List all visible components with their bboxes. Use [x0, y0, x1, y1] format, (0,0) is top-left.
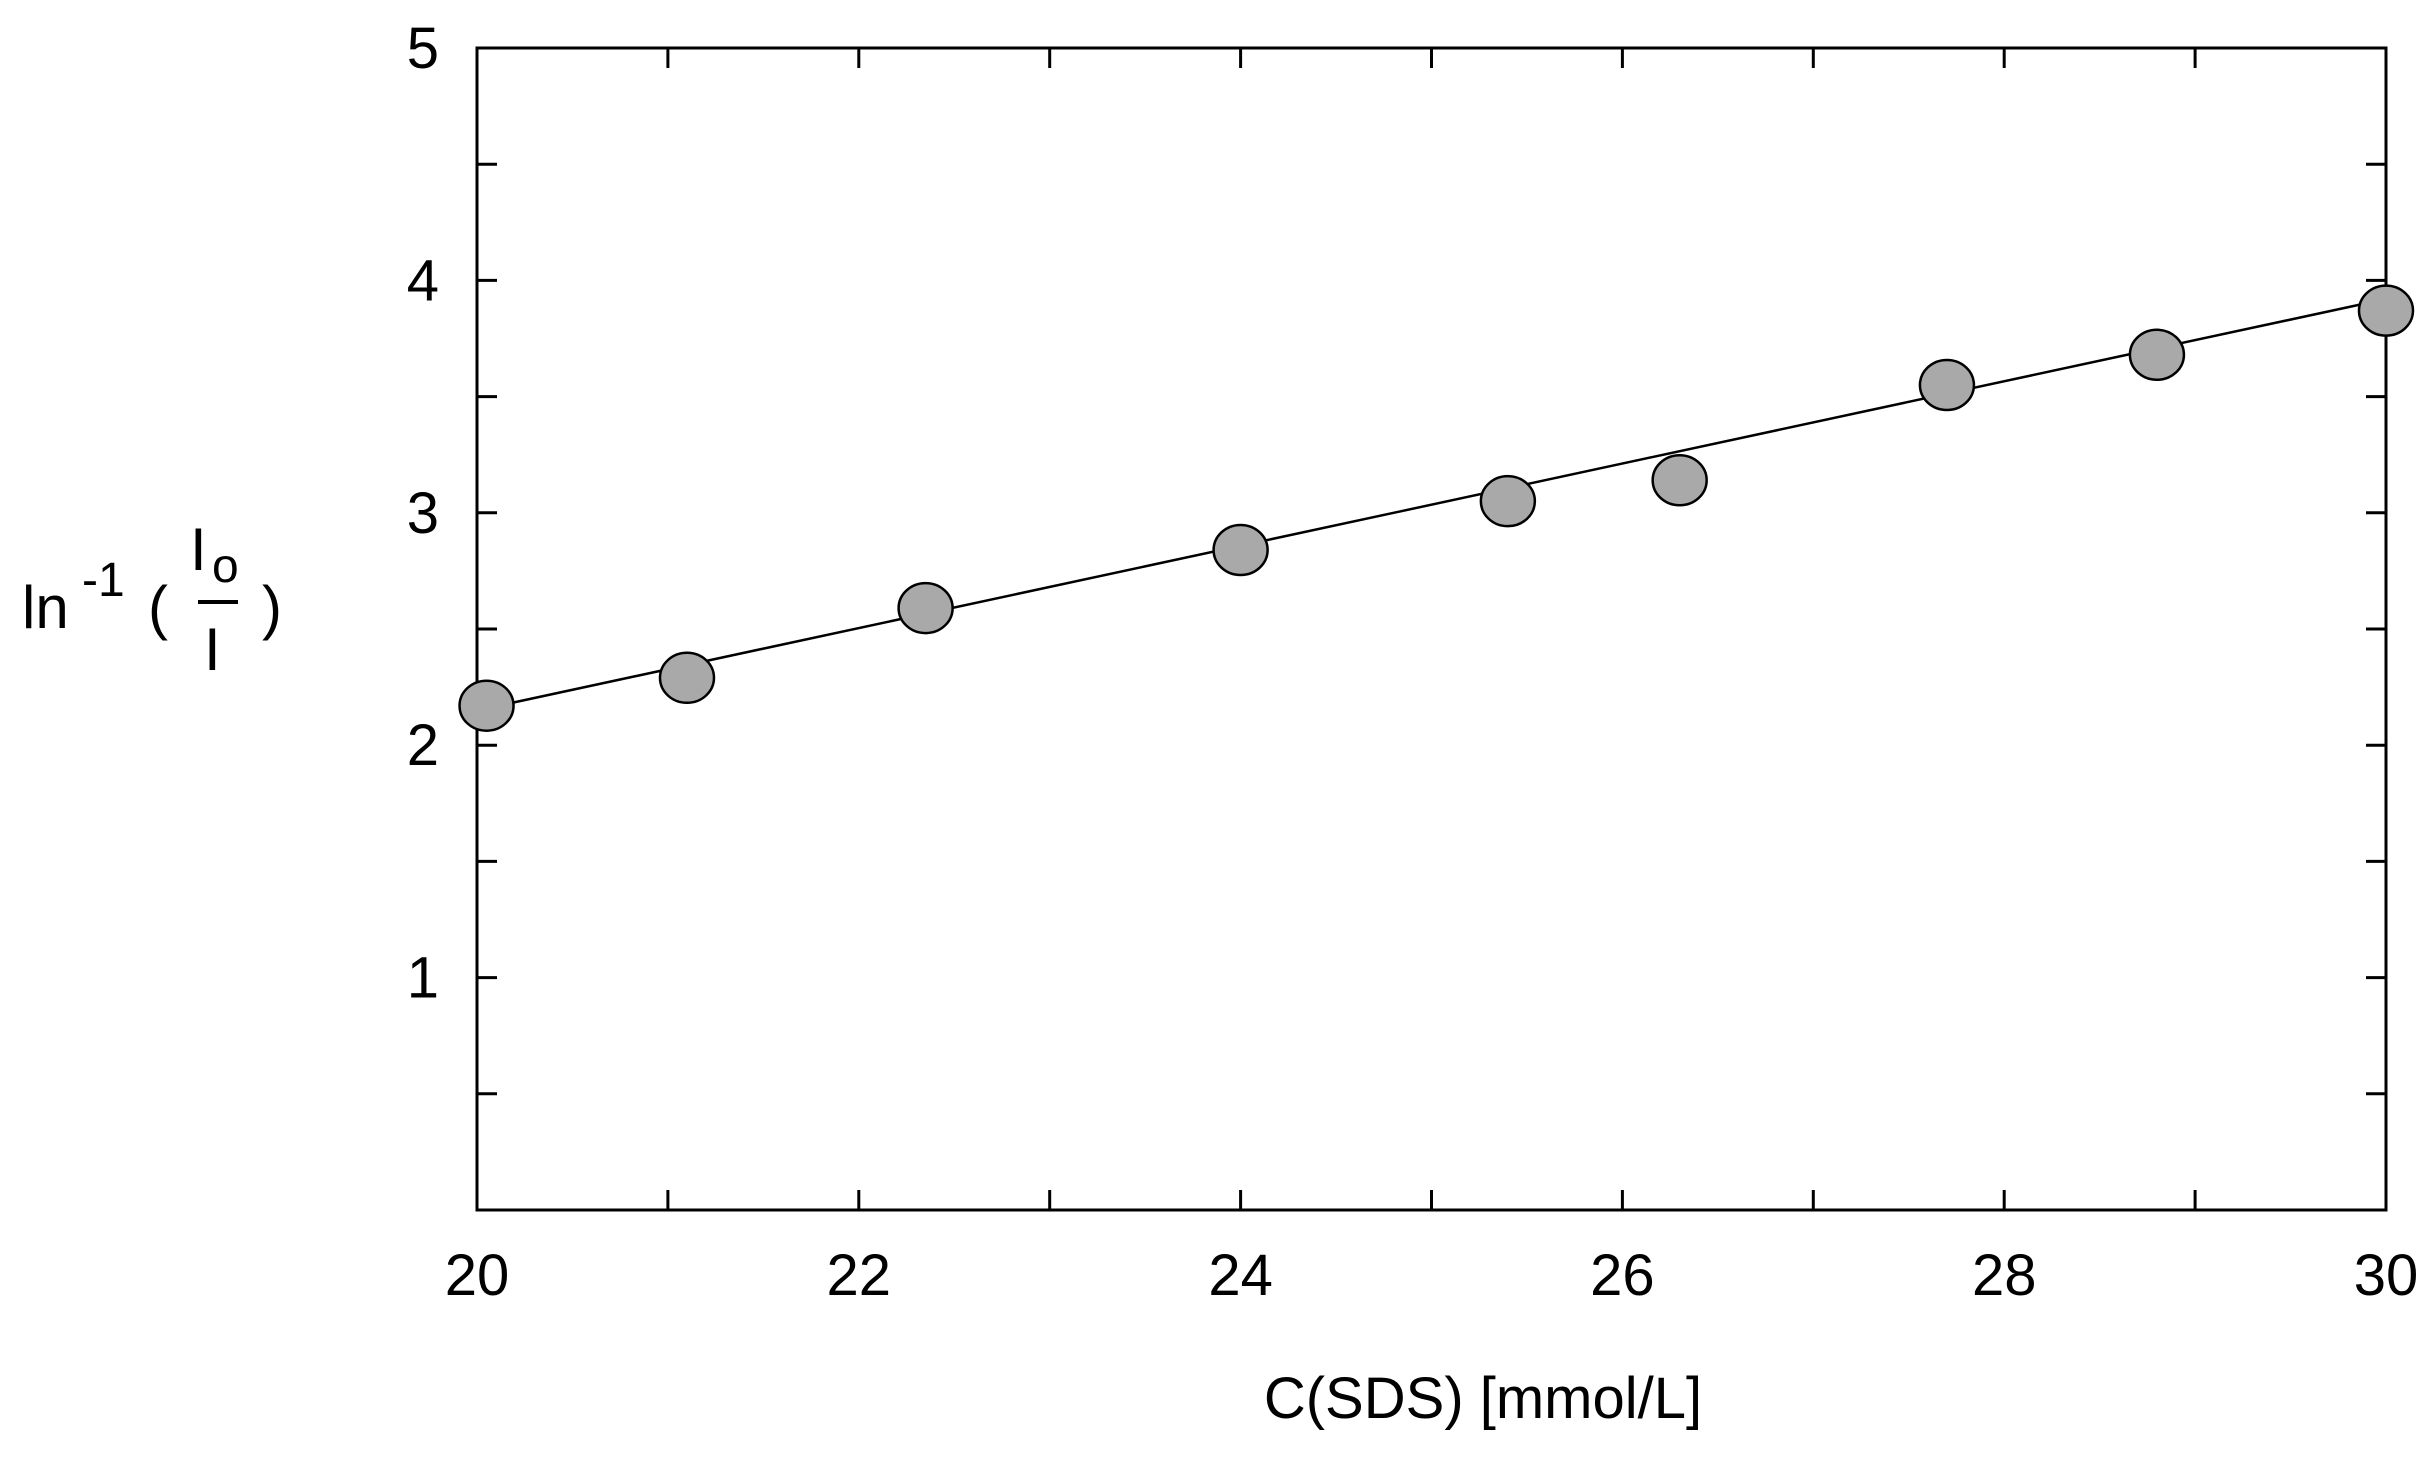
axis-ticks: [475, 46, 2388, 1210]
y-tick-label: 2: [407, 713, 439, 778]
data-point: [458, 679, 515, 732]
data-point: [2128, 328, 2186, 382]
fit-line: [476, 297, 2387, 712]
data-point: [1212, 523, 1269, 577]
fit-line-group: [476, 297, 2387, 712]
x-tick-label: 28: [1972, 1243, 2037, 1308]
y-axis-title-close-paren: ): [262, 574, 282, 641]
y-axis-title-open-paren: (: [148, 574, 168, 641]
x-tick-label: 22: [827, 1243, 892, 1308]
x-tick-label: 26: [1590, 1243, 1655, 1308]
plot-frame-group: [475, 46, 2388, 1212]
y-tick-label: 4: [407, 248, 439, 313]
data-point: [897, 581, 954, 635]
y-tick-labels: 1 2 3 4 5: [407, 16, 439, 1011]
data-point: [658, 651, 716, 705]
data-point: [1651, 454, 1708, 507]
y-axis-title-numerator: I: [190, 516, 207, 583]
plot-frame: [475, 46, 2388, 1212]
x-tick-label: 24: [1208, 1243, 1273, 1308]
data-point: [2357, 284, 2415, 337]
y-tick-label: 3: [407, 481, 439, 546]
y-tick-label: 1: [407, 946, 439, 1011]
x-tick-label: 20: [445, 1243, 510, 1308]
data-point: [1479, 474, 1537, 528]
y-axis-title-superscript: -1: [82, 554, 125, 607]
y-axis-title-prefix: ln: [22, 574, 69, 641]
x-tick-labels: 20 22 24 26 28 30: [445, 1243, 2419, 1308]
y-axis-title-denominator: I: [204, 616, 221, 683]
y-axis-title: ln -1 ( I o I ): [22, 516, 282, 683]
data-points: [458, 284, 2415, 732]
y-tick-label: 5: [407, 16, 439, 81]
data-point: [1918, 358, 1976, 412]
y-axis-title-numerator-subscript: o: [212, 540, 239, 593]
x-tick-label: 30: [2354, 1243, 2419, 1308]
x-axis-title: C(SDS) [mmol/L]: [1264, 1366, 1702, 1431]
